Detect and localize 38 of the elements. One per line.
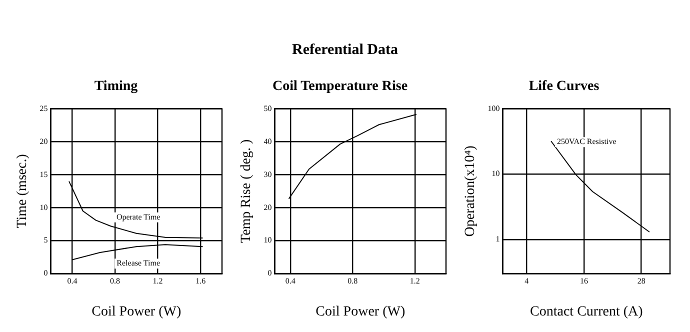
x-tick-label: 1.2 (152, 276, 163, 286)
y-tick-label: 100 (488, 104, 500, 113)
chart-title: Coil Temperature Rise (272, 79, 408, 94)
x-axis-title: Contact Current (A) (530, 304, 644, 320)
y-tick-label: 20 (264, 202, 272, 212)
y-tick-label: 15 (40, 170, 48, 179)
y-tick-label: 40 (264, 136, 272, 146)
y-tick-label: 10 (492, 169, 500, 178)
y-tick-label: 25 (40, 104, 48, 113)
y-axis-title: Temp Rise ( deg. ) (239, 139, 254, 244)
x-tick-label: 28 (637, 276, 646, 286)
x-tick-label: 1.6 (196, 276, 206, 286)
y-tick-label: 5 (44, 236, 48, 245)
x-tick-label: 0.8 (110, 276, 120, 286)
series-label: Release Time (116, 258, 160, 268)
chart-title: Life Curves (528, 79, 600, 94)
y-tick-label: 20 (40, 136, 48, 146)
chart-title: Timing (94, 79, 138, 94)
x-tick-label: 1.2 (410, 276, 420, 286)
x-tick-label: 16 (580, 276, 588, 286)
y-tick-label: 50 (264, 104, 272, 113)
text: Referential Data (291, 42, 399, 59)
series-label: 250VAC Resistive (557, 137, 617, 146)
y-tick-label: 30 (264, 170, 272, 179)
x-tick-label: 0.8 (348, 276, 358, 286)
x-axis-title: Coil Power (W) (92, 304, 182, 320)
y-tick-label: 10 (40, 202, 48, 212)
x-tick-label: 4 (524, 276, 529, 286)
x-tick-label: 0.4 (67, 276, 78, 286)
series-label: Operate Time (116, 212, 161, 222)
y-tick-label: 10 (264, 236, 272, 245)
y-tick-label: 0 (44, 268, 48, 278)
y-axis-title: Time (msec.) (15, 154, 30, 228)
x-axis-title: Coil Power (W) (316, 304, 406, 320)
y-tick-label: 1 (496, 234, 500, 244)
y-tick-label: 0 (268, 268, 272, 278)
y-axis-title: Operation(x10⁴) (463, 145, 478, 237)
x-tick-label: 0.4 (285, 276, 296, 286)
